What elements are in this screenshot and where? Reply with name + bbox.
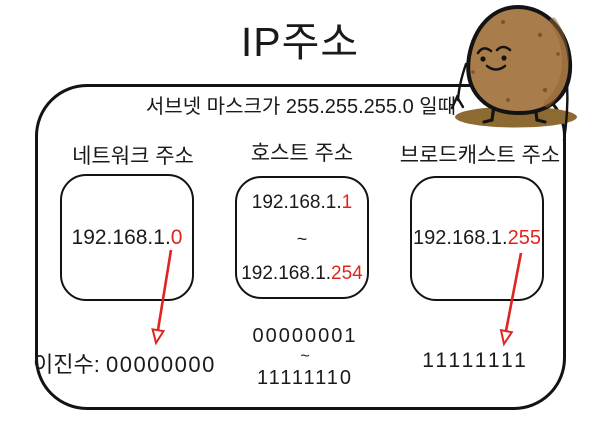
broadcast-binary: 11111111	[422, 349, 529, 372]
host-binary-range: 00000001 ~ 11111110	[235, 325, 375, 389]
network-ip: 192.168.1.0	[72, 226, 183, 250]
potato-shading	[543, 17, 569, 108]
ip-octet-highlight: 254	[331, 263, 363, 284]
left-eyebrow	[476, 47, 493, 55]
ip-octet-highlight: 1	[341, 192, 353, 213]
host-address-header: 호스트 주소	[250, 142, 354, 165]
page-title: IP주소	[240, 19, 360, 65]
network-binary: 이진수: 00000000	[33, 347, 216, 379]
subnet-mask-caption: 서브넷 마스크가 255.255.255.0 일때	[145, 96, 457, 118]
sad-mouth	[485, 64, 507, 71]
ip-octet-highlight: 0	[170, 225, 183, 249]
binary-range-start: 00000001	[252, 325, 358, 347]
host-address-box: 192.168.1.1 ~ 192.168.1.254	[235, 176, 369, 299]
ip-prefix: 192.168.1.	[413, 227, 508, 249]
network-address-header: 네트워크 주소	[72, 145, 194, 168]
broadcast-ip: 192.168.1.255	[413, 227, 541, 250]
network-address-box: 192.168.1.0	[60, 174, 194, 301]
range-tilde: ~	[296, 228, 308, 249]
main-panel	[35, 84, 566, 410]
potato-freckles	[471, 20, 560, 102]
potato-left-arm	[450, 62, 468, 110]
ip-octet-highlight: 255	[507, 227, 541, 249]
ip-prefix: 192.168.1.	[71, 225, 171, 249]
host-ip-start: 192.168.1.1	[252, 192, 352, 214]
sad-potato-mascot	[450, 5, 577, 142]
binary-value: 00000000	[105, 352, 216, 377]
right-eyebrow	[495, 45, 512, 52]
binary-range-tilde: ~	[300, 348, 310, 365]
ip-prefix: 192.168.1.	[251, 192, 342, 213]
potato-face	[476, 45, 512, 71]
ip-prefix: 192.168.1.	[241, 263, 332, 284]
binary-label: 이진수:	[33, 352, 100, 377]
binary-range-end: 11111110	[256, 367, 354, 389]
left-eye	[480, 56, 486, 62]
host-ip-end: 192.168.1.254	[241, 263, 363, 285]
broadcast-address-box: 192.168.1.255	[410, 176, 544, 301]
broadcast-address-header: 브로드캐스트 주소	[399, 144, 561, 167]
right-eye	[501, 55, 507, 61]
